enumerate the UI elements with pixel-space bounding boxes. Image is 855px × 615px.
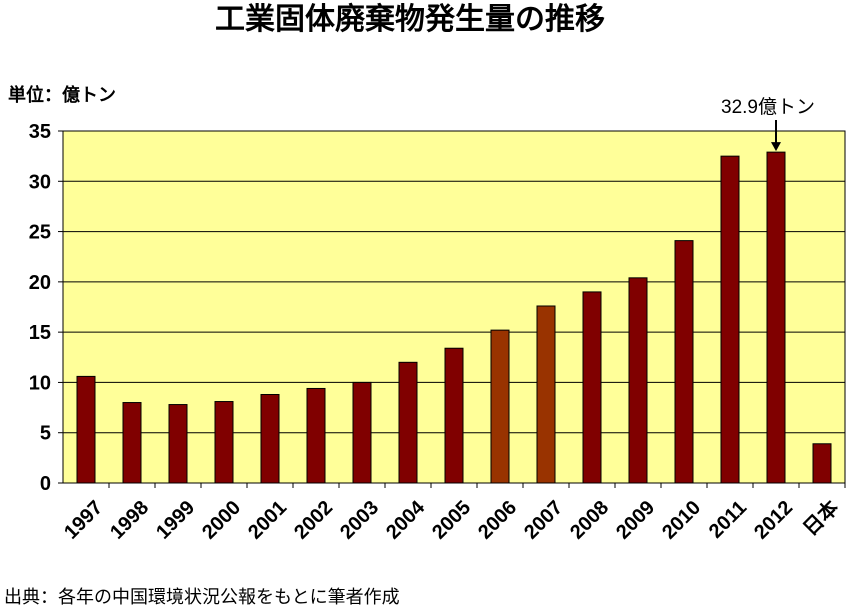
x-axis: 1997199819992000200120022003200420052006… (60, 483, 846, 544)
bar (306, 387, 326, 484)
y-tick-label: 35 (29, 121, 51, 143)
x-tick-label: 1998 (106, 497, 153, 544)
bar (720, 155, 740, 484)
bar (766, 151, 786, 484)
bar (812, 443, 832, 484)
y-tick-label: 25 (29, 222, 51, 244)
y-tick-label: 0 (40, 473, 51, 495)
bar (352, 381, 372, 484)
bar (214, 401, 234, 484)
x-tick-label: 1997 (60, 497, 107, 544)
y-tick-label: 10 (29, 372, 51, 394)
bar (122, 402, 142, 484)
grid-lines (63, 180, 845, 434)
x-tick-label: 2010 (658, 497, 705, 544)
annotation-label: 32.9億トン (721, 96, 815, 118)
annotation-arrowhead (771, 142, 781, 152)
x-tick-label: 2007 (520, 497, 567, 544)
x-tick-label: 2006 (474, 497, 521, 544)
bar (444, 347, 464, 484)
x-tick-label: 2002 (290, 497, 337, 544)
y-tick-label: 5 (40, 423, 51, 445)
bar (260, 393, 280, 484)
x-tick-label: 2001 (244, 497, 291, 544)
x-tick-label: 2011 (705, 497, 751, 543)
bar (628, 277, 648, 484)
x-tick-label: 2004 (382, 496, 430, 544)
x-tick-label: 2005 (428, 497, 475, 544)
bar (536, 305, 556, 484)
bar (398, 361, 418, 484)
unit-label: 単位：億トン (8, 84, 116, 106)
x-tick-label: 日本 (799, 496, 844, 541)
y-tick-label: 15 (29, 322, 51, 344)
bar (168, 404, 188, 484)
bar (76, 375, 96, 484)
x-tick-label: 2008 (566, 497, 613, 544)
bar (582, 291, 602, 484)
x-tick-label: 1999 (152, 497, 199, 544)
x-tick-label: 2003 (336, 497, 383, 544)
bar (490, 329, 510, 484)
source-note: 出典：各年の中国環境状況公報をもとに筆者作成 (4, 587, 400, 608)
y-tick-label: 20 (29, 272, 51, 294)
bars (76, 151, 832, 484)
y-tick-label: 30 (29, 171, 51, 193)
y-axis: 0 5 10 15 20 25 30 35 (29, 121, 63, 495)
bar (674, 240, 694, 484)
x-tick-label: 2012 (750, 497, 797, 544)
x-tick-label: 2000 (198, 497, 245, 544)
chart-title: 工業固体廃棄物発生量の推移 (215, 2, 605, 37)
x-tick-label: 2009 (612, 497, 659, 544)
annotation: 32.9億トン (721, 96, 815, 152)
